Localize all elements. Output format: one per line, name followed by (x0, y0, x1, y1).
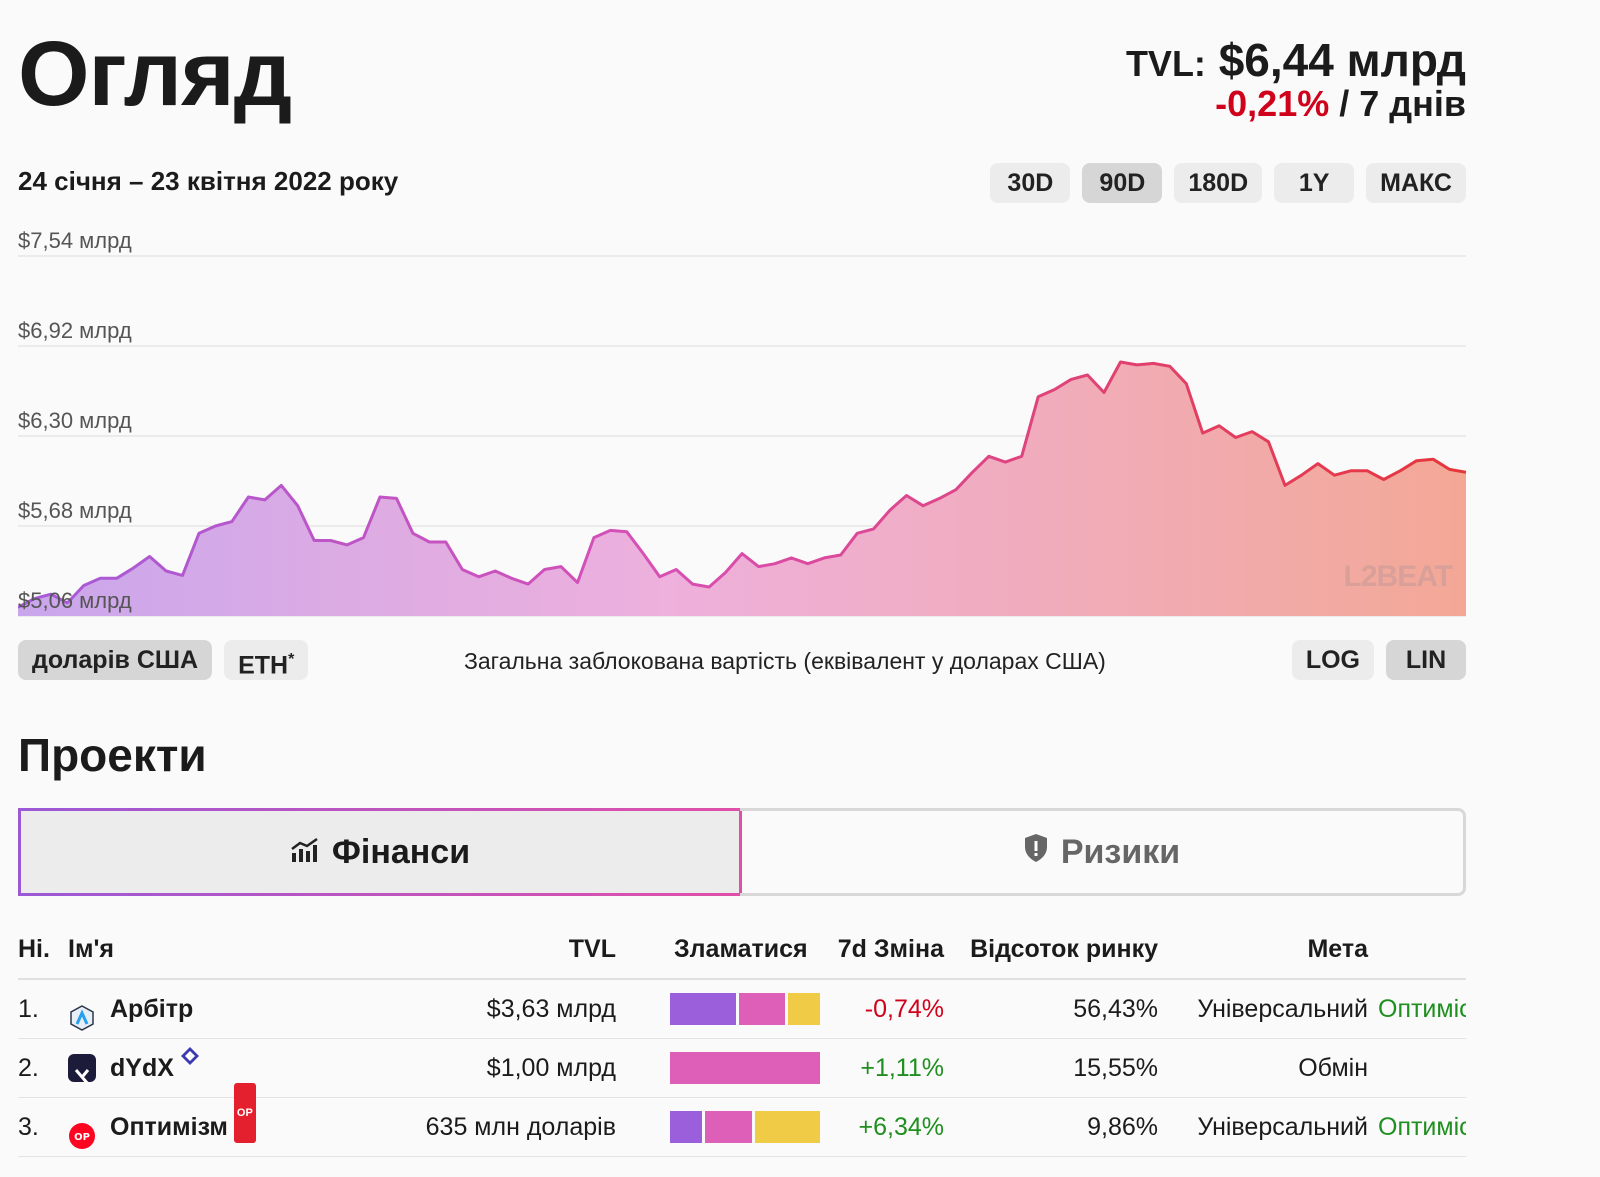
range-max-button[interactable]: МАКС (1366, 163, 1466, 203)
col-share[interactable]: Відсоток ринку (970, 935, 1158, 963)
project-tabs: Фінанси Ризики (18, 808, 1466, 896)
page: Огляд TVL: $6,44 млрд -0,21% / 7 днів 24… (18, 0, 1466, 1177)
chart-growth-icon (290, 833, 320, 872)
tvl-summary: TVL: $6,44 млрд -0,21% / 7 днів (1126, 36, 1466, 124)
range-buttons: 30D 90D 180D 1Y МАКС (990, 163, 1466, 203)
table-row[interactable]: 2. dYdX $1,00 млрд +1,11% (18, 1039, 1466, 1098)
breakdown-segment-external (739, 993, 786, 1025)
page-title: Огляд (18, 23, 292, 125)
projects-title: Проекти (18, 729, 207, 781)
project-tvl: $1,00 млрд (486, 1054, 616, 1082)
col-purpose[interactable]: Мета (1307, 935, 1368, 963)
tab-financial[interactable]: Фінанси (18, 808, 742, 896)
projects-table: Ні. Ім'я TVL Зламатися 7d Зміна Відсоток… (18, 928, 1466, 1157)
shield-icon (1023, 833, 1049, 872)
tvl-change-period: / 7 днів (1329, 83, 1466, 125)
y-tick-label: $7,54 млрд (18, 228, 132, 253)
project-type: Оптиміс (1378, 995, 1466, 1023)
breakdown-segment-native (788, 993, 820, 1025)
unit-eth-button[interactable]: ETH* (224, 640, 309, 680)
table-header: Ні. Ім'я TVL Зламатися 7d Зміна Відсоток… (18, 928, 1466, 980)
tvl-label: TVL: (1125, 43, 1206, 84)
col-no[interactable]: Ні. (18, 935, 50, 963)
l2beat-logo: L2BEAT (1343, 560, 1453, 593)
breakdown-segment-canonical (670, 993, 737, 1025)
y-tick-label: $5,06 млрд (18, 588, 132, 613)
range-180d-button[interactable]: 180D (1174, 163, 1263, 203)
svg-text:OP: OP (74, 1132, 90, 1143)
project-change: +6,34% (858, 1113, 945, 1141)
tab-risk[interactable]: Ризики (740, 808, 1466, 896)
table-row[interactable]: 3. OP Оптимізм OP 635 млн доларів +6 (18, 1083, 1466, 1157)
tvl-breakdown-bar[interactable] (670, 1039, 820, 1084)
tvl-breakdown-bar[interactable] (670, 1098, 820, 1143)
tvl-chart-svg (18, 255, 1466, 617)
eth-asterisk: * (288, 651, 295, 668)
project-tvl: 635 млн доларів (425, 1113, 616, 1141)
arbitrum-icon (68, 995, 96, 1031)
row-number: 1. (18, 995, 39, 1023)
project-type: Оптиміс (1378, 1113, 1466, 1141)
col-change[interactable]: 7d Зміна (837, 935, 944, 963)
op-badge: OP (233, 1083, 256, 1143)
col-name[interactable]: Ім'я (68, 935, 114, 963)
breakdown-segment-external (670, 1052, 820, 1084)
project-change: +1,11% (860, 1054, 944, 1082)
tvl-chart[interactable]: $7,54 млрд $6,92 млрд $6,30 млрд $5,68 м… (18, 228, 1466, 618)
project-share: 9,86% (1087, 1113, 1158, 1141)
project-tvl: $3,63 млрд (486, 995, 616, 1023)
project-name[interactable]: Оптимізм (110, 1113, 228, 1141)
tab-financial-label: Фінанси (331, 832, 471, 871)
chart-caption: Загальна заблокована вартість (еквівален… (464, 648, 1106, 674)
col-tvl[interactable]: TVL (568, 935, 616, 963)
date-range: 24 січня – 23 квітня 2022 року (18, 166, 399, 196)
diamond-badge-icon (180, 1029, 200, 1087)
scale-lin-button[interactable]: LIN (1386, 640, 1466, 680)
range-1y-button[interactable]: 1Y (1274, 163, 1355, 203)
project-change: -0,74% (864, 995, 944, 1023)
range-90d-button[interactable]: 90D (1082, 163, 1163, 203)
scale-buttons: LOG LIN (1291, 640, 1466, 680)
row-number: 2. (18, 1054, 39, 1082)
tvl-breakdown-bar[interactable] (670, 980, 820, 1025)
tvl-line (18, 360, 1466, 609)
y-tick-label: $6,30 млрд (18, 408, 132, 433)
breakdown-segment-canonical (670, 1111, 702, 1143)
project-share: 56,43% (1073, 995, 1158, 1023)
scale-log-button[interactable]: LOG (1291, 640, 1374, 680)
table-row[interactable]: 1. Арбітр $3,63 млрд -0,74% 56,43% (18, 980, 1466, 1039)
y-tick-label: $5,68 млрд (18, 498, 132, 523)
row-number: 3. (18, 1113, 39, 1141)
tvl-value: $6,44 млрд (1218, 34, 1466, 86)
unit-buttons: доларів США ETH* (18, 640, 309, 680)
range-30d-button[interactable]: 30D (990, 163, 1071, 203)
project-purpose: Універсальний (1197, 995, 1368, 1023)
tvl-area (18, 362, 1466, 616)
unit-usd-button[interactable]: доларів США (18, 640, 213, 680)
col-breakdown[interactable]: Зламатися (674, 935, 808, 963)
project-share: 15,55% (1073, 1054, 1158, 1082)
dydx-icon (68, 1054, 96, 1085)
project-purpose: Обмін (1298, 1054, 1368, 1082)
breakdown-segment-native (755, 1111, 820, 1143)
breakdown-segment-external (704, 1111, 753, 1143)
project-purpose: Універсальний (1197, 1113, 1368, 1141)
tvl-change: -0,21% (1215, 83, 1330, 125)
optimism-icon: OP (68, 1113, 96, 1149)
y-tick-label: $6,92 млрд (18, 318, 132, 343)
tab-risk-label: Ризики (1060, 832, 1181, 871)
project-name[interactable]: Арбітр (110, 995, 194, 1023)
project-name[interactable]: dYdX (110, 1054, 174, 1082)
